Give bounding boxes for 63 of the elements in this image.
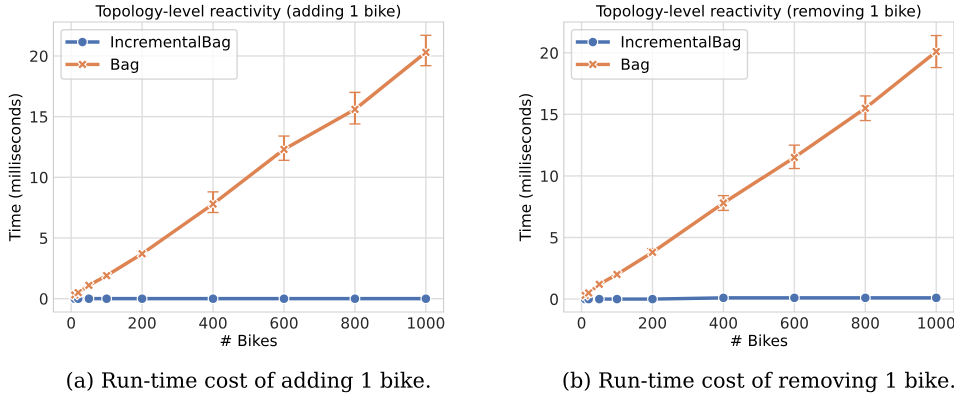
x-tick-label: 400: [710, 317, 737, 329]
x-tick-label: 600: [780, 317, 808, 329]
point: [788, 152, 800, 163]
legend-label: Bag: [622, 58, 648, 73]
point: [930, 46, 942, 57]
y-tick-label: 0: [40, 293, 48, 305]
x-tick-label: 200: [639, 317, 666, 329]
point: [860, 102, 871, 114]
point: [788, 292, 800, 304]
point: [583, 287, 594, 298]
y-tick-label: 5: [40, 232, 48, 244]
point: [278, 144, 290, 155]
point: [594, 294, 605, 304]
point: [420, 293, 432, 304]
point: [612, 269, 622, 280]
x-tick-label: 800: [852, 317, 879, 329]
x-tick-label: 1000: [408, 317, 444, 329]
point: [594, 278, 605, 290]
point: [101, 270, 112, 282]
point: [612, 294, 622, 304]
point: [350, 293, 360, 304]
point: [136, 248, 148, 260]
y-tick-label: 10: [30, 172, 48, 184]
point: [860, 292, 871, 304]
y-axis-title: Time (milliseconds): [519, 94, 533, 242]
point: [136, 293, 148, 304]
y-tick-label: 5: [550, 232, 558, 244]
x-axis-title: # Bikes: [731, 334, 788, 346]
x-tick-label: 0: [67, 317, 76, 329]
point: [101, 293, 112, 304]
x-tick-label: 600: [270, 317, 298, 329]
legend-label: Bag: [111, 58, 138, 73]
x-tick-label: 800: [341, 317, 368, 329]
y-axis-title: Time (milliseconds): [8, 94, 22, 242]
point: [718, 198, 729, 208]
y-tick-label: 20: [540, 47, 558, 59]
point: [208, 293, 218, 304]
point: [647, 294, 658, 304]
y-tick-label: 10: [541, 170, 558, 182]
y-tick-label: 15: [541, 109, 558, 120]
point: [647, 246, 658, 258]
y-tick-label: 15: [30, 111, 48, 123]
chart-title: Topology-level reactivity (removing 1 bike): [596, 4, 920, 20]
point: [278, 293, 290, 304]
point: [350, 104, 360, 115]
point: [83, 280, 94, 291]
y-tick-label: 20: [30, 50, 48, 62]
y-tick-label: 0: [550, 294, 558, 306]
legend-label: IncrementalBag: [111, 36, 230, 51]
x-tick-label: 400: [199, 317, 227, 329]
point: [72, 287, 84, 298]
legend-label: IncrementalBag: [622, 36, 740, 51]
text: (b) Run-time cost of removing 1 bike.: [563, 372, 954, 392]
chart-title: Topology-level reactivity (adding 1 bike): [96, 4, 400, 20]
point: [83, 293, 94, 304]
x-tick-label: 0: [578, 317, 586, 329]
point: [718, 292, 729, 304]
point: [420, 46, 432, 58]
point: [208, 198, 218, 210]
point: [930, 292, 942, 304]
x-axis-title: # Bikes: [220, 334, 277, 346]
x-tick-label: 200: [128, 317, 156, 329]
text: (a) Run-time cost of adding 1 bike.: [67, 372, 430, 392]
